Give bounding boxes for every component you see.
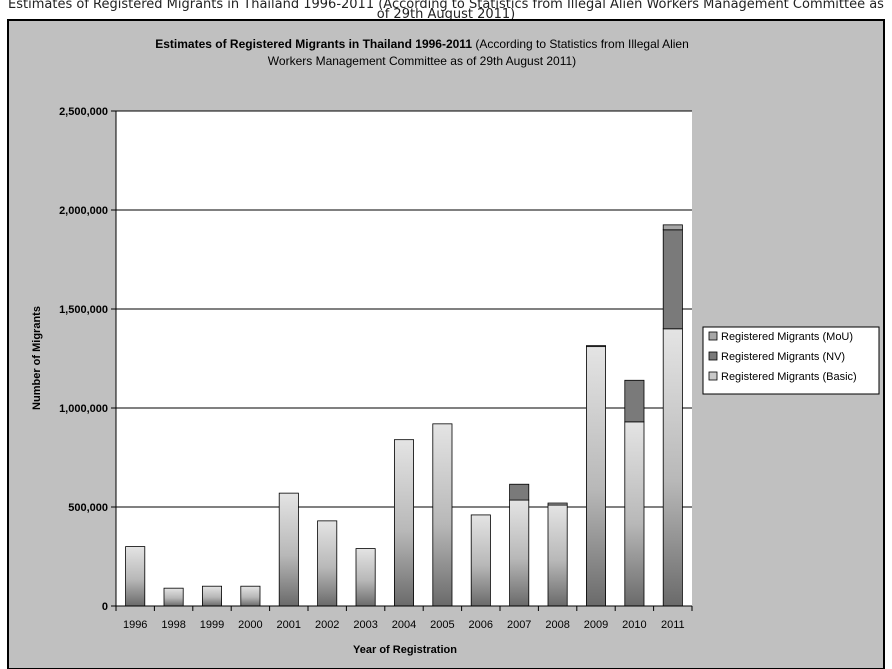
bar-2001-registered-migrants-basic [278, 492, 299, 607]
y-tick-label: 500,000 [68, 502, 108, 514]
bar-2007-registered-migrants-basic [509, 499, 530, 607]
bar-2010-registered-migrants-nv [624, 379, 645, 423]
legend-swatch-registered-migrants-nv [708, 351, 718, 361]
bar-2002-registered-migrants-basic [317, 520, 338, 607]
cropped-page-caption: Estimates of Registered Migrants in Thai… [8, 0, 884, 20]
legend-swatch-registered-migrants-mou [708, 331, 718, 341]
x-tick-label: 2003 [353, 619, 377, 631]
legend: Registered Migrants (MoU) Registered Migr… [702, 326, 880, 395]
bar-1996-registered-migrants-basic [125, 546, 146, 607]
x-tick-label: 2010 [622, 619, 646, 631]
bar-2010-registered-migrants-basic [624, 421, 645, 607]
bar-2006-registered-migrants-basic [470, 514, 491, 607]
y-tick-label: 1,500,000 [59, 304, 108, 316]
x-tick-label: 2007 [507, 619, 531, 631]
bar-2004-registered-migrants-basic [393, 439, 414, 607]
bar-1999-registered-migrants-basic [201, 585, 222, 607]
y-tick-label: 1,000,000 [59, 403, 108, 415]
chart-title-line-1: Estimates of Registered Migrants in Thai… [155, 37, 689, 51]
y-ticks: 0 500,000 1,000,000 1,500,000 2,000,000 2,500… [59, 106, 116, 613]
chart-title-line-2: Workers Management Committee as of 29th … [268, 54, 576, 68]
bar-1998-registered-migrants-basic [163, 587, 184, 607]
x-tick-label: 2004 [392, 619, 416, 631]
x-tick-label: 1999 [200, 619, 224, 631]
x-tick-label: 2006 [469, 619, 493, 631]
y-tick-label: 2,000,000 [59, 205, 108, 217]
legend-box [702, 326, 880, 395]
y-axis-title: Number of Migrants [31, 306, 43, 410]
bar-2009-registered-migrants-basic [586, 346, 607, 607]
x-tick-label: 2002 [315, 619, 339, 631]
bar-2008-registered-migrants-basic [547, 504, 568, 607]
x-tick-label: 2005 [430, 619, 454, 631]
x-tick-label: 1998 [161, 619, 185, 631]
bar-2007-registered-migrants-nv [509, 483, 530, 501]
bar-2003-registered-migrants-basic [355, 548, 376, 607]
legend-label-registered-migrants-mou: Registered Migrants (MoU) [721, 331, 853, 343]
bar-2008-registered-migrants-mou [547, 502, 568, 506]
legend-label-registered-migrants-nv: Registered Migrants (NV) [721, 351, 845, 363]
y-tick-label: 2,500,000 [59, 106, 108, 118]
bar-2011-registered-migrants-mou [662, 224, 683, 231]
bar-2011-registered-migrants-basic [662, 328, 683, 607]
bar-2011-registered-migrants-nv [662, 229, 683, 330]
bar-2009-registered-migrants-mou [586, 345, 607, 348]
bar-2000-registered-migrants-basic [240, 585, 261, 607]
legend-label-registered-migrants-basic: Registered Migrants (Basic) [721, 371, 857, 383]
y-tick-label: 0 [102, 601, 108, 613]
x-axis-title: Year of Registration [353, 644, 457, 656]
x-tick-label: 2009 [584, 619, 608, 631]
x-tick-label: 2011 [661, 619, 685, 631]
x-tick-label: 1996 [123, 619, 147, 631]
x-tick-label: 2001 [277, 619, 301, 631]
x-ticks: 1996 1998 1999 2000 2001 2002 2003 2004 2005 2006… [115, 606, 693, 631]
x-tick-label: 2000 [238, 619, 262, 631]
x-tick-label: 2008 [545, 619, 569, 631]
legend-swatch-registered-migrants-basic [708, 371, 718, 381]
bar-2005-registered-migrants-basic [432, 423, 453, 607]
